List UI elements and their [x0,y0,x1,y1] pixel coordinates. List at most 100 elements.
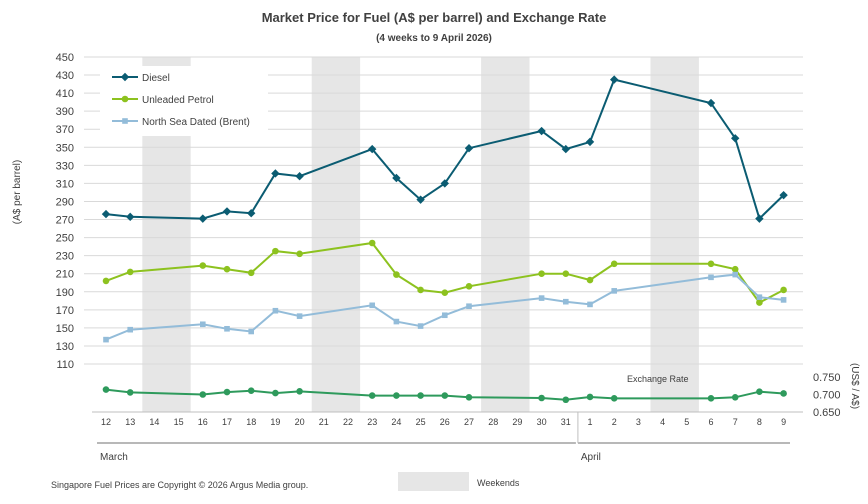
y-tick-label-270: 270 [56,215,74,227]
x-tick-label-23: 4 [660,417,665,427]
point-unleaded-petrol-26 [731,265,739,273]
month-label-april: April [581,452,601,463]
point-exchange-rate-20 [586,393,594,401]
point-diesel-20 [585,137,595,147]
y-axis-label-left: (A$ per barrel) [12,160,23,224]
y-tick-label-170: 170 [56,305,74,317]
point-unleaded-petrol-28 [780,286,787,294]
series-unleaded-petrol [102,239,787,306]
chart-title: Market Price for Fuel (A$ per barrel) an… [262,10,607,25]
x-tick-label-13: 25 [416,417,426,427]
x-tick-label-14: 26 [440,417,450,427]
point-north-sea-dated-brent-13 [417,323,424,329]
legend-marker-unleaded-petrol [121,95,129,103]
point-unleaded-petrol-13 [417,286,424,294]
point-unleaded-petrol-12 [393,271,400,278]
point-north-sea-dated-brent-21 [611,288,617,294]
y-right-tick-label-0.700: 0.700 [813,390,841,402]
x-tick-label-28: 9 [781,417,786,427]
series-exchange-rate [102,386,787,404]
legend-marker-diesel [120,72,130,82]
x-tick-label-17: 29 [512,417,522,427]
point-unleaded-petrol-8 [296,250,303,258]
point-exchange-rate-19 [562,396,570,404]
series-line-exchange-rate [105,388,784,401]
point-exchange-rate-15 [465,394,473,401]
point-exchange-rate-12 [393,392,400,399]
point-diesel-12 [392,173,401,183]
x-tick-label-15: 27 [464,417,474,427]
point-unleaded-petrol-5 [223,265,231,273]
point-north-sea-dated-brent-27 [756,294,763,300]
series-north-sea-dated-brent [103,271,787,343]
x-tick-label-21: 2 [612,417,617,427]
point-unleaded-petrol-15 [465,283,473,290]
y-tick-label-130: 130 [56,341,74,353]
point-diesel-15 [464,143,474,153]
point-exchange-rate-1 [126,389,134,396]
y-tick-label-250: 250 [56,233,74,245]
point-exchange-rate-8 [296,388,303,395]
point-unleaded-petrol-0 [102,277,110,285]
point-unleaded-petrol-7 [272,247,279,255]
copyright-note: Singapore Fuel Prices are Copyright © 20… [51,480,308,490]
x-tick-label-26: 7 [733,417,738,427]
point-exchange-rate-5 [223,388,231,396]
point-north-sea-dated-brent-26 [732,271,738,278]
x-tick-label-4: 16 [198,417,208,427]
series-layer [101,75,788,404]
point-exchange-rate-25 [707,395,715,402]
series-line-north-sea-dated-brent [105,273,784,341]
point-exchange-rate-11 [368,392,376,399]
point-exchange-rate-7 [272,389,279,397]
x-tick-label-16: 28 [488,417,498,427]
point-north-sea-dated-brent-20 [587,301,593,308]
point-north-sea-dated-brent-7 [272,307,279,314]
x-tick-label-25: 6 [708,417,713,427]
point-exchange-rate-21 [610,395,618,402]
x-tick-label-19: 31 [561,417,571,427]
x-tick-label-18: 30 [537,417,547,427]
point-unleaded-petrol-1 [126,268,134,276]
y-tick-label-190: 190 [56,287,74,299]
y-tick-label-210: 210 [56,269,74,281]
point-north-sea-dated-brent-5 [224,325,230,332]
point-diesel-1 [126,212,135,222]
x-tick-label-20: 1 [587,417,592,427]
x-tick-label-5: 17 [222,417,232,427]
weekend-legend-label: Weekends [477,478,520,488]
point-unleaded-petrol-20 [586,276,594,284]
point-diesel-0 [101,209,111,219]
point-diesel-6 [247,209,256,218]
exchange-rate-label: Exchange Rate [627,374,689,384]
point-diesel-8 [295,171,304,181]
point-exchange-rate-18 [538,394,545,402]
point-exchange-rate-13 [417,392,424,399]
x-tick-label-12: 24 [391,417,401,427]
x-tick-label-0: 12 [101,417,111,427]
point-exchange-rate-4 [199,391,207,398]
point-unleaded-petrol-21 [610,260,618,268]
x-tick-label-7: 19 [270,417,280,427]
y-tick-label-450: 450 [56,52,74,64]
month-label-march: March [100,452,128,463]
point-exchange-rate-26 [731,394,739,401]
weekend-band-1 [311,57,361,412]
legend-label-diesel: Diesel [142,73,170,84]
point-unleaded-petrol-27 [756,299,763,306]
y-tick-label-310: 310 [56,178,74,190]
point-north-sea-dated-brent-14 [442,312,448,319]
x-tick-label-9: 21 [319,417,329,427]
y-right-tick-label-0.750: 0.750 [813,372,841,384]
y-tick-label-350: 350 [56,142,74,154]
point-exchange-rate-0 [102,386,110,393]
axes: 1101301501701902102302502702903103303503… [56,52,841,463]
legend: Diesel Unleaded Petrol North Sea Dated (Br… [100,66,268,136]
y-tick-label-410: 410 [56,88,74,100]
y-tick-label-430: 430 [56,70,74,82]
x-tick-label-27: 8 [757,417,762,427]
weekend-band-2 [481,57,530,412]
x-tick-label-22: 3 [636,417,641,427]
legend-label-north-sea-dated-brent: North Sea Dated (Brent) [142,117,250,128]
point-unleaded-petrol-25 [707,260,715,268]
